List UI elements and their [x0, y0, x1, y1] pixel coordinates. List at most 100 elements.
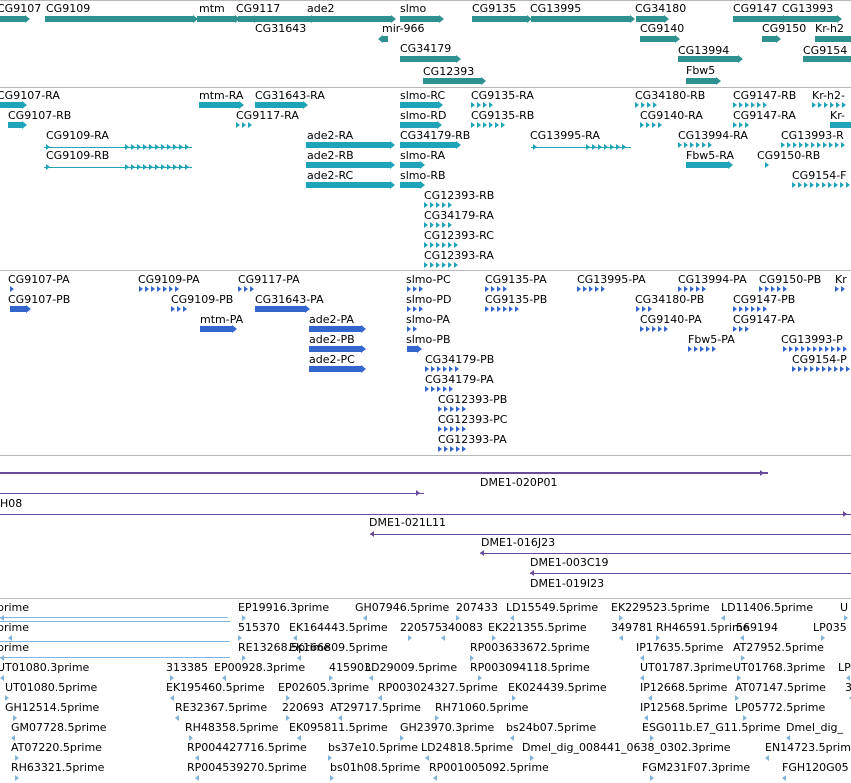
est-label: Dmel_dig_ [786, 721, 844, 734]
est-label: UT01768.3prime [733, 661, 826, 674]
arrowhead-icon [509, 306, 513, 312]
arrowhead-icon [338, 715, 342, 721]
arrowhead-icon [577, 286, 581, 292]
arrowhead-icon [195, 775, 199, 781]
arrowhead-icon [438, 426, 442, 432]
arrowhead-icon [733, 122, 737, 128]
protein-bar [200, 326, 232, 332]
arrowhead-icon [438, 446, 442, 452]
transcript-label: mtm-RA [199, 89, 244, 102]
transcript-label: CG9135-RB [471, 109, 535, 122]
transcript-label: CG12393-RB [424, 189, 495, 202]
clone-label: DME1-016J23 [481, 536, 556, 549]
arrowhead-icon [444, 426, 448, 432]
arrowhead-icon [630, 15, 635, 23]
arrowhead-icon [193, 15, 198, 23]
arrowhead-icon [407, 326, 411, 332]
clone-label: DME1-020P01 [480, 476, 558, 489]
est-label: UT01080.3prime [0, 661, 90, 674]
arrowhead-icon [491, 306, 495, 312]
arrowhead-icon [741, 655, 745, 661]
arrowhead-icon [15, 755, 19, 761]
transcript-intron-line [531, 147, 631, 148]
arrowhead-icon [462, 446, 466, 452]
clone-label: DME1-021L11 [369, 516, 446, 529]
clone-line [370, 534, 851, 535]
arrowhead-icon [444, 406, 448, 412]
arrowhead-icon [430, 262, 434, 268]
arrowhead-icon [690, 286, 694, 292]
arrowhead-icon [443, 366, 447, 372]
arrowhead-icon [456, 446, 460, 452]
est-label: LP05772.5prime [735, 701, 826, 714]
arrowhead-icon [619, 635, 623, 641]
arrowhead-icon [391, 15, 396, 23]
gene-bar [531, 16, 630, 22]
arrowhead-icon [22, 121, 27, 129]
arrowhead-icon [170, 675, 174, 681]
arrowhead-icon [286, 695, 290, 701]
arrowhead-icon [157, 286, 161, 292]
transcript-bar [400, 102, 438, 108]
arrowhead-icon [155, 164, 160, 170]
est-label: FGH120G05 [782, 761, 849, 774]
arrowhead-icon [830, 102, 834, 108]
est-label: 515370 [238, 621, 280, 634]
est-label: AT07147.5prime [735, 681, 826, 694]
protein-label: CG9107-PB [8, 293, 71, 306]
arrowhead-icon [834, 366, 838, 372]
gene-label: Kr-h2 [815, 22, 844, 35]
arrowhead-icon [849, 695, 851, 701]
arrowhead-icon [640, 326, 644, 332]
arrowhead-icon [783, 346, 787, 352]
arrowhead-icon [437, 366, 441, 372]
arrowhead-icon [745, 326, 749, 332]
arrowhead-icon [155, 144, 160, 150]
arrowhead-icon [837, 346, 841, 352]
est-label: EK024439.5prime [508, 681, 607, 694]
arrowhead-icon [450, 406, 454, 412]
arrowhead-icon [792, 366, 796, 372]
arrowhead-icon [648, 306, 652, 312]
arrowhead-icon [390, 181, 395, 189]
arrowhead-icon [846, 182, 850, 188]
arrowhead-icon [510, 615, 514, 621]
arrowhead-icon [455, 366, 459, 372]
arrowhead-icon [598, 144, 602, 150]
transcript-bar [8, 122, 22, 128]
protein-bar [309, 346, 361, 352]
arrowhead-icon [232, 325, 237, 333]
arrowhead-icon [823, 142, 827, 148]
arrowhead-icon [702, 142, 706, 148]
arrowhead-icon [456, 406, 460, 412]
arrowhead-icon [161, 164, 166, 170]
est-label: EN14723.5prime [765, 741, 851, 754]
protein-bar [407, 346, 417, 352]
arrowhead-icon [161, 144, 166, 150]
arrowhead-icon [841, 142, 845, 148]
arrowhead-icon [696, 142, 700, 148]
arrowhead-icon [733, 102, 737, 108]
protein-label: slmo-PA [406, 313, 450, 326]
gene-bar [636, 16, 664, 22]
protein-label: CG9147-PB [733, 293, 796, 306]
arrowhead-icon [449, 386, 453, 392]
arrowhead-icon [179, 164, 184, 170]
arrowhead-icon [834, 182, 838, 188]
arrowhead-icon [751, 102, 755, 108]
arrowhead-icon [139, 286, 143, 292]
arrowhead-icon [601, 286, 605, 292]
gene-label: CG9154 [803, 44, 848, 57]
transcript-label: CG9107-RA [0, 89, 60, 102]
arrowhead-icon [480, 550, 484, 556]
arrowhead-icon [497, 286, 501, 292]
arrowhead-icon [656, 635, 660, 641]
arrowhead-icon [439, 15, 444, 23]
gene-label: ade2 [307, 2, 335, 15]
arrowhead-icon [330, 775, 334, 781]
transcript-label: slmo-RA [400, 149, 446, 162]
arrowhead-icon [46, 144, 50, 150]
gene-bar [803, 56, 851, 62]
protein-label: slmo-PD [406, 293, 452, 306]
est-label: bs24b07.5prime [506, 721, 597, 734]
